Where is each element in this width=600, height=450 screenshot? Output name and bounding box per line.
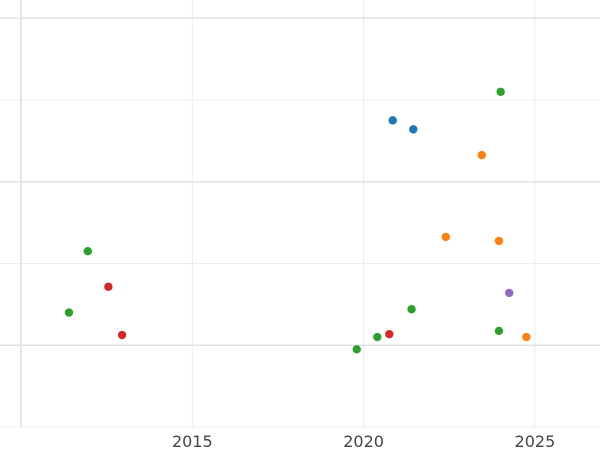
data-points xyxy=(64,87,531,354)
data-point xyxy=(385,329,394,339)
data-point xyxy=(494,236,504,246)
data-point xyxy=(441,232,451,242)
data-point xyxy=(505,288,514,298)
data-point xyxy=(373,332,382,342)
data-point xyxy=(117,330,127,340)
data-point xyxy=(388,116,397,125)
data-point xyxy=(407,305,416,314)
data-point xyxy=(104,282,113,291)
data-point xyxy=(352,345,361,354)
x-tick-label: 2015 xyxy=(172,432,213,450)
x-tick-label: 2025 xyxy=(515,432,556,450)
data-point xyxy=(522,332,531,342)
x-tick-label: 2020 xyxy=(343,432,384,450)
x-tick-labels: 2015 2020 2025 xyxy=(172,432,555,450)
data-point xyxy=(496,87,505,96)
data-point xyxy=(83,247,93,256)
data-point xyxy=(409,125,418,134)
data-point xyxy=(494,326,504,336)
data-point xyxy=(64,308,74,317)
data-point xyxy=(477,150,487,160)
grid xyxy=(0,0,600,428)
